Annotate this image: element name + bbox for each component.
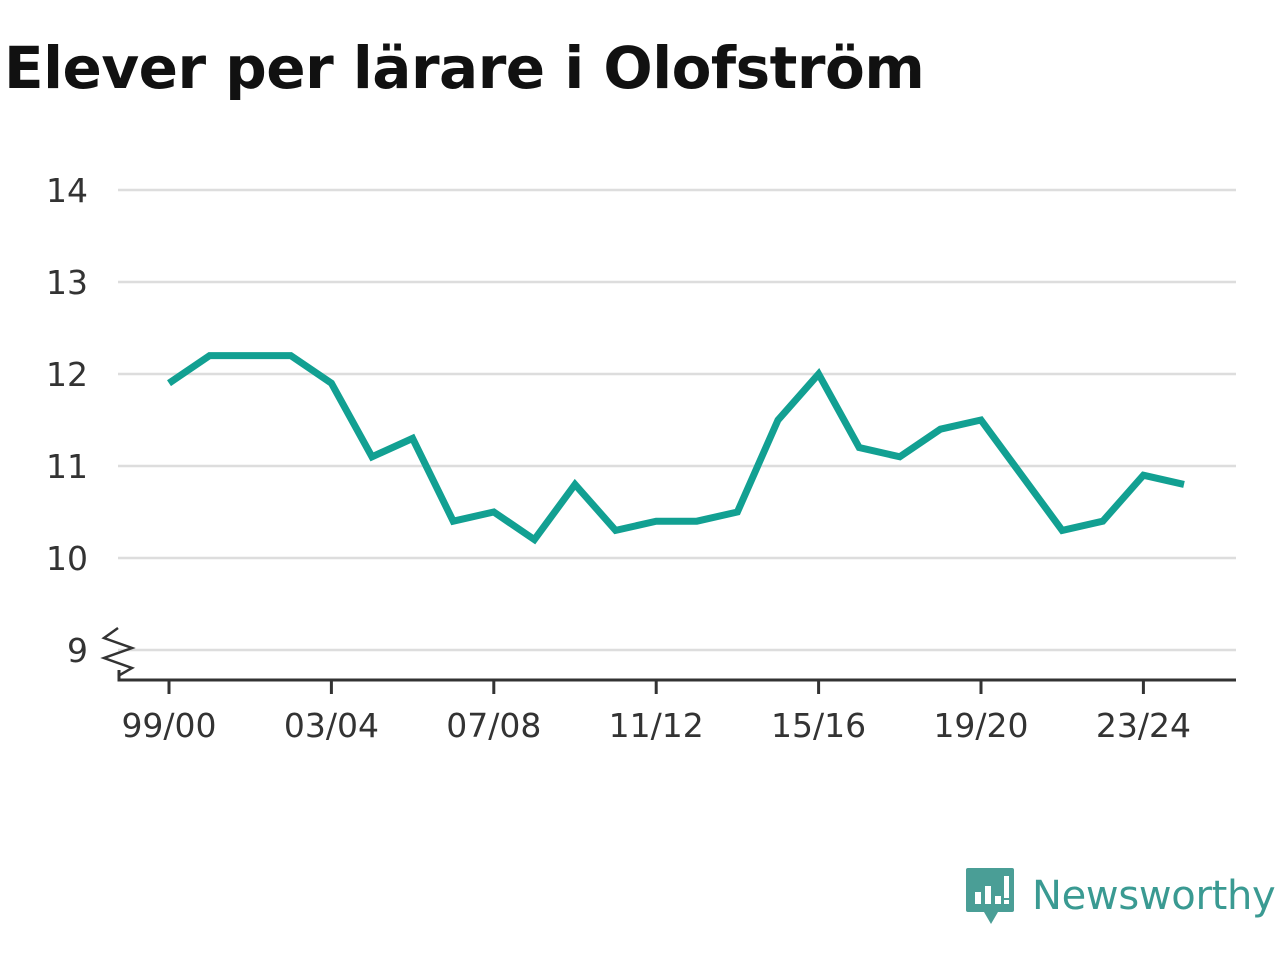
chart-title: Elever per lärare i Olofström (4, 34, 925, 102)
y-tick-label-11: 11 (46, 447, 88, 486)
x-tick-label-03/04: 03/04 (284, 706, 379, 745)
brand-name: Newsworthy (1032, 873, 1276, 919)
series-line-0 (167, 352, 1185, 545)
gridlines (100, 188, 1236, 678)
x-tick-label-07/08: 07/08 (446, 706, 541, 745)
x-tick-label-23/24: 23/24 (1096, 706, 1191, 745)
x-tick-label-11/12: 11/12 (609, 706, 704, 745)
x-tick-label-15/16: 15/16 (771, 706, 866, 745)
x-tick-labels: 99/00 03/04 07/08 11/12 15/16 19/20 23/24 (121, 706, 1191, 745)
y-axis-break-icon (100, 626, 136, 678)
y-tick-labels: 9 10 11 12 13 14 (46, 171, 88, 670)
x-tick-label-19/20: 19/20 (933, 706, 1028, 745)
y-tick-label-14: 14 (46, 171, 88, 210)
y-tick-label-10: 10 (46, 539, 88, 578)
newsworthy-bar-chart-icon (966, 868, 1014, 924)
y-tick-label-12: 12 (46, 355, 88, 394)
x-axis (117, 670, 1236, 694)
x-tick-label-99/00: 99/00 (121, 706, 216, 745)
line-chart: 9 10 11 12 13 14 99/00 03/04 07/08 11/12 15/16 19/… (46, 171, 1236, 745)
series-layer (167, 352, 1185, 545)
y-tick-label-9: 9 (67, 631, 88, 670)
newsworthy-brand: Newsworthy (964, 866, 1276, 926)
y-tick-label-13: 13 (46, 263, 88, 302)
